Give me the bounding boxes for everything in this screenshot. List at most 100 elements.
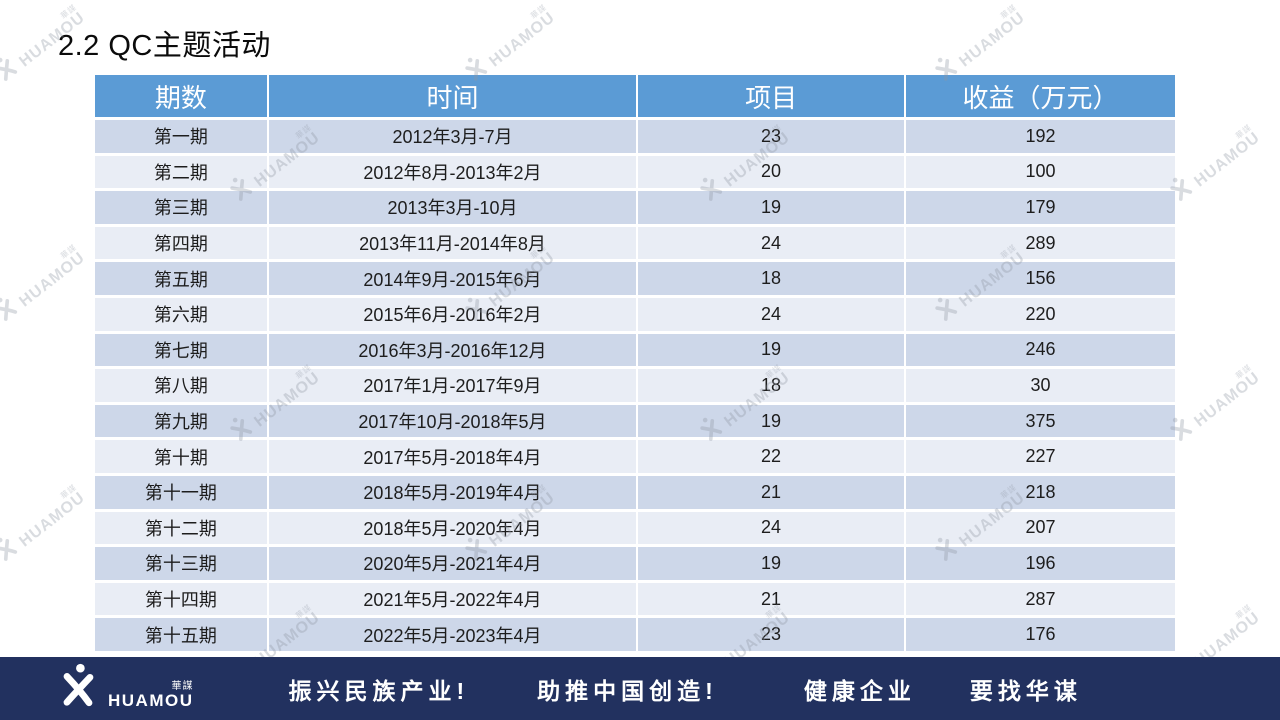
cell-projects: 23 — [637, 616, 906, 654]
logo-text-cn: 華謀 — [171, 681, 194, 692]
table: 期数 时间 项目 收益（万元） 第一期 2012年3月-7月 23 192 第二期 2012年8… — [95, 75, 1175, 654]
column-header-projects: 项目 — [637, 75, 906, 120]
cell-projects: 21 — [637, 474, 906, 512]
cell-revenue: 156 — [904, 260, 1175, 298]
table-row: 第三期 2013年3月-10月 19 179 — [95, 189, 1175, 227]
watermark-text: 華謀 HUAMOU — [482, 2, 559, 71]
cell-revenue: 287 — [904, 581, 1175, 619]
watermark-text-cn: 華謀 — [1233, 122, 1254, 141]
cell-period: 第二期 — [95, 154, 269, 192]
cell-period: 第九期 — [95, 403, 269, 441]
footer-slogan: 振兴民族产业! — [288, 677, 470, 704]
logo-text: 華謀 HUAMOU — [108, 681, 194, 710]
watermark-text: 華謀 HUAMOU — [12, 482, 89, 551]
table-row: 第二期 2012年8月-2013年2月 20 100 — [95, 154, 1175, 192]
cell-time: 2020年5月-2021年4月 — [267, 545, 639, 583]
cell-revenue: 220 — [904, 296, 1175, 334]
cell-projects: 21 — [637, 581, 906, 619]
cell-projects: 19 — [637, 189, 906, 227]
cell-projects: 18 — [637, 367, 906, 405]
watermark-text-en: HUAMOU — [16, 248, 89, 311]
cell-revenue: 100 — [904, 154, 1175, 192]
watermark-text: 華謀 HUAMOU — [1187, 362, 1264, 431]
cell-revenue: 246 — [904, 332, 1175, 370]
watermark-text-cn: 華謀 — [1233, 602, 1254, 621]
cell-revenue: 179 — [904, 189, 1175, 227]
cell-revenue: 176 — [904, 616, 1175, 654]
cell-time: 2016年3月-2016年12月 — [267, 332, 639, 370]
cell-time: 2018年5月-2020年4月 — [267, 510, 639, 548]
huamou-logo-icon — [52, 662, 104, 715]
cell-projects: 24 — [637, 296, 906, 334]
cell-time: 2021年5月-2022年4月 — [267, 581, 639, 619]
footer-slogans: 振兴民族产业! 助推中国创造! 健康企业 要找华谋 — [194, 672, 1082, 706]
cell-revenue: 30 — [904, 367, 1175, 405]
column-header-period: 期数 — [95, 75, 269, 120]
table-row: 第十一期 2018年5月-2019年4月 21 218 — [95, 474, 1175, 512]
qc-activity-table: 期数 时间 项目 收益（万元） 第一期 2012年3月-7月 23 192 第二期 2012年8… — [95, 75, 1175, 654]
huamou-watermark-icon — [0, 530, 26, 570]
cell-time: 2013年11月-2014年8月 — [267, 225, 639, 263]
cell-time: 2015年6月-2016年2月 — [267, 296, 639, 334]
huamou-watermark: 華謀 HUAMOU — [0, 240, 90, 330]
cell-period: 第十期 — [95, 438, 269, 476]
page-title: 2.2 QC主题活动 — [58, 30, 271, 62]
cell-projects: 18 — [637, 260, 906, 298]
table-row: 第十期 2017年5月-2018年4月 22 227 — [95, 438, 1175, 476]
watermark-text-cn: 華謀 — [58, 482, 79, 501]
cell-revenue: 218 — [904, 474, 1175, 512]
huamou-logo: 華謀 HUAMOU — [52, 662, 194, 715]
cell-time: 2012年3月-7月 — [267, 118, 639, 156]
cell-projects: 23 — [637, 118, 906, 156]
cell-projects: 22 — [637, 438, 906, 476]
cell-period: 第十一期 — [95, 474, 269, 512]
cell-period: 第十四期 — [95, 581, 269, 619]
footer-slogan: 助推中国创造! — [537, 677, 718, 704]
watermark-text-cn: 華謀 — [58, 2, 79, 21]
cell-projects: 20 — [637, 154, 906, 192]
table-row: 第四期 2013年11月-2014年8月 24 289 — [95, 225, 1175, 263]
watermark-text-en: HUAMOU — [16, 488, 89, 551]
cell-revenue: 207 — [904, 510, 1175, 548]
watermark-text-en: HUAMOU — [1191, 368, 1264, 431]
watermark-text-cn: 華謀 — [528, 2, 549, 21]
watermark-text: 華謀 HUAMOU — [12, 242, 89, 311]
table-row: 第七期 2016年3月-2016年12月 19 246 — [95, 332, 1175, 370]
table-row: 第十五期 2022年5月-2023年4月 23 176 — [95, 616, 1175, 654]
column-header-time: 时间 — [267, 75, 639, 120]
cell-period: 第一期 — [95, 118, 269, 156]
cell-time: 2012年8月-2013年2月 — [267, 154, 639, 192]
table-row: 第八期 2017年1月-2017年9月 18 30 — [95, 367, 1175, 405]
footer-slogan: 健康企业 — [803, 677, 916, 704]
table-row: 第十二期 2018年5月-2020年4月 24 207 — [95, 510, 1175, 548]
table-row: 第五期 2014年9月-2015年6月 18 156 — [95, 260, 1175, 298]
watermark-text-en: HUAMOU — [486, 8, 559, 71]
huamou-watermark-icon — [0, 290, 26, 330]
footer-bar: 華謀 HUAMOU 振兴民族产业! 助推中国创造! 健康企业 要找华谋 — [0, 657, 1280, 720]
cell-period: 第十三期 — [95, 545, 269, 583]
cell-projects: 19 — [637, 545, 906, 583]
cell-time: 2017年1月-2017年9月 — [267, 367, 639, 405]
table-row: 第十三期 2020年5月-2021年4月 19 196 — [95, 545, 1175, 583]
cell-period: 第五期 — [95, 260, 269, 298]
table-row: 第六期 2015年6月-2016年2月 24 220 — [95, 296, 1175, 334]
cell-time: 2017年10月-2018年5月 — [267, 403, 639, 441]
cell-revenue: 196 — [904, 545, 1175, 583]
cell-period: 第七期 — [95, 332, 269, 370]
watermark-text: 華謀 HUAMOU — [1187, 122, 1264, 191]
huamou-watermark: 華謀 HUAMOU — [0, 480, 90, 570]
logo-text-en: HUAMOU — [108, 691, 194, 710]
watermark-text-en: HUAMOU — [1191, 128, 1264, 191]
huamou-watermark: 華謀 HUAMOU — [1162, 360, 1265, 450]
cell-revenue: 375 — [904, 403, 1175, 441]
cell-time: 2013年3月-10月 — [267, 189, 639, 227]
watermark-text-cn: 華謀 — [1233, 362, 1254, 381]
cell-revenue: 227 — [904, 438, 1175, 476]
watermark-text-en: HUAMOU — [956, 8, 1029, 71]
cell-time: 2017年5月-2018年4月 — [267, 438, 639, 476]
cell-period: 第八期 — [95, 367, 269, 405]
column-header-revenue: 收益（万元） — [904, 75, 1175, 120]
table-header-row: 期数 时间 项目 收益（万元） — [95, 75, 1175, 120]
footer-slogan: 要找华谋 — [969, 677, 1082, 704]
watermark-text-cn: 華謀 — [998, 2, 1019, 21]
